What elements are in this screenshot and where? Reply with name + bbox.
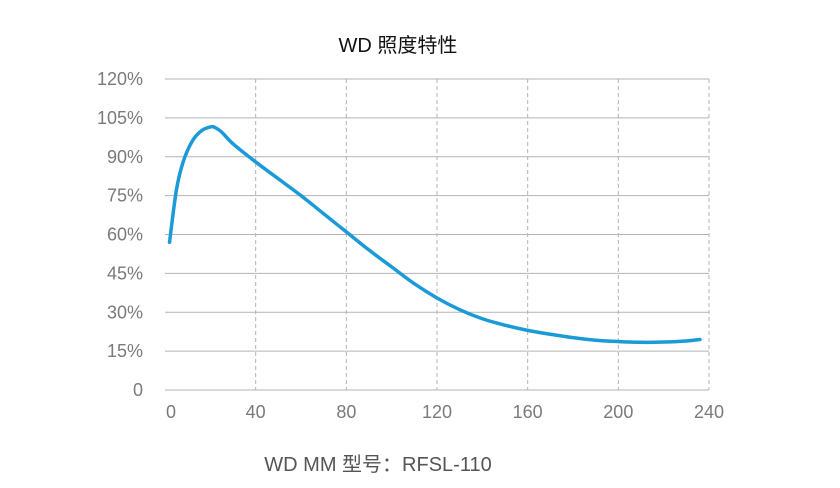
x-tick-label: 80	[336, 402, 356, 422]
y-tick-label: 60%	[107, 225, 143, 245]
x-tick-label: 40	[246, 402, 266, 422]
x-tick-label: 200	[603, 402, 633, 422]
y-tick-label: 90%	[107, 147, 143, 167]
y-tick-label: 15%	[107, 341, 143, 361]
series-layer	[167, 124, 702, 345]
chart-title: WD 照度特性	[339, 34, 458, 57]
y-axis-tick-labels: 0 15% 30% 45% 60% 75% 90% 105% 120%	[97, 69, 143, 400]
x-tick-label: 160	[513, 402, 543, 422]
x-tick-label: 0	[166, 402, 176, 422]
series-line-0	[167, 124, 702, 345]
y-tick-label: 0	[133, 380, 143, 400]
y-tick-label: 30%	[107, 302, 143, 322]
y-tick-label: 75%	[107, 186, 143, 206]
y-tick-label: 105%	[97, 108, 143, 128]
x-tick-label: 240	[694, 402, 724, 422]
model-label: WD MM 型号：RFSL-110	[264, 453, 491, 476]
y-tick-label: 120%	[97, 69, 143, 89]
x-axis-tick-labels: 0 40 80 120 160 200 240	[166, 402, 724, 422]
x-tick-label: 120	[422, 402, 452, 422]
vertical-gridlines	[255, 79, 710, 390]
y-tick-label: 45%	[107, 263, 143, 283]
